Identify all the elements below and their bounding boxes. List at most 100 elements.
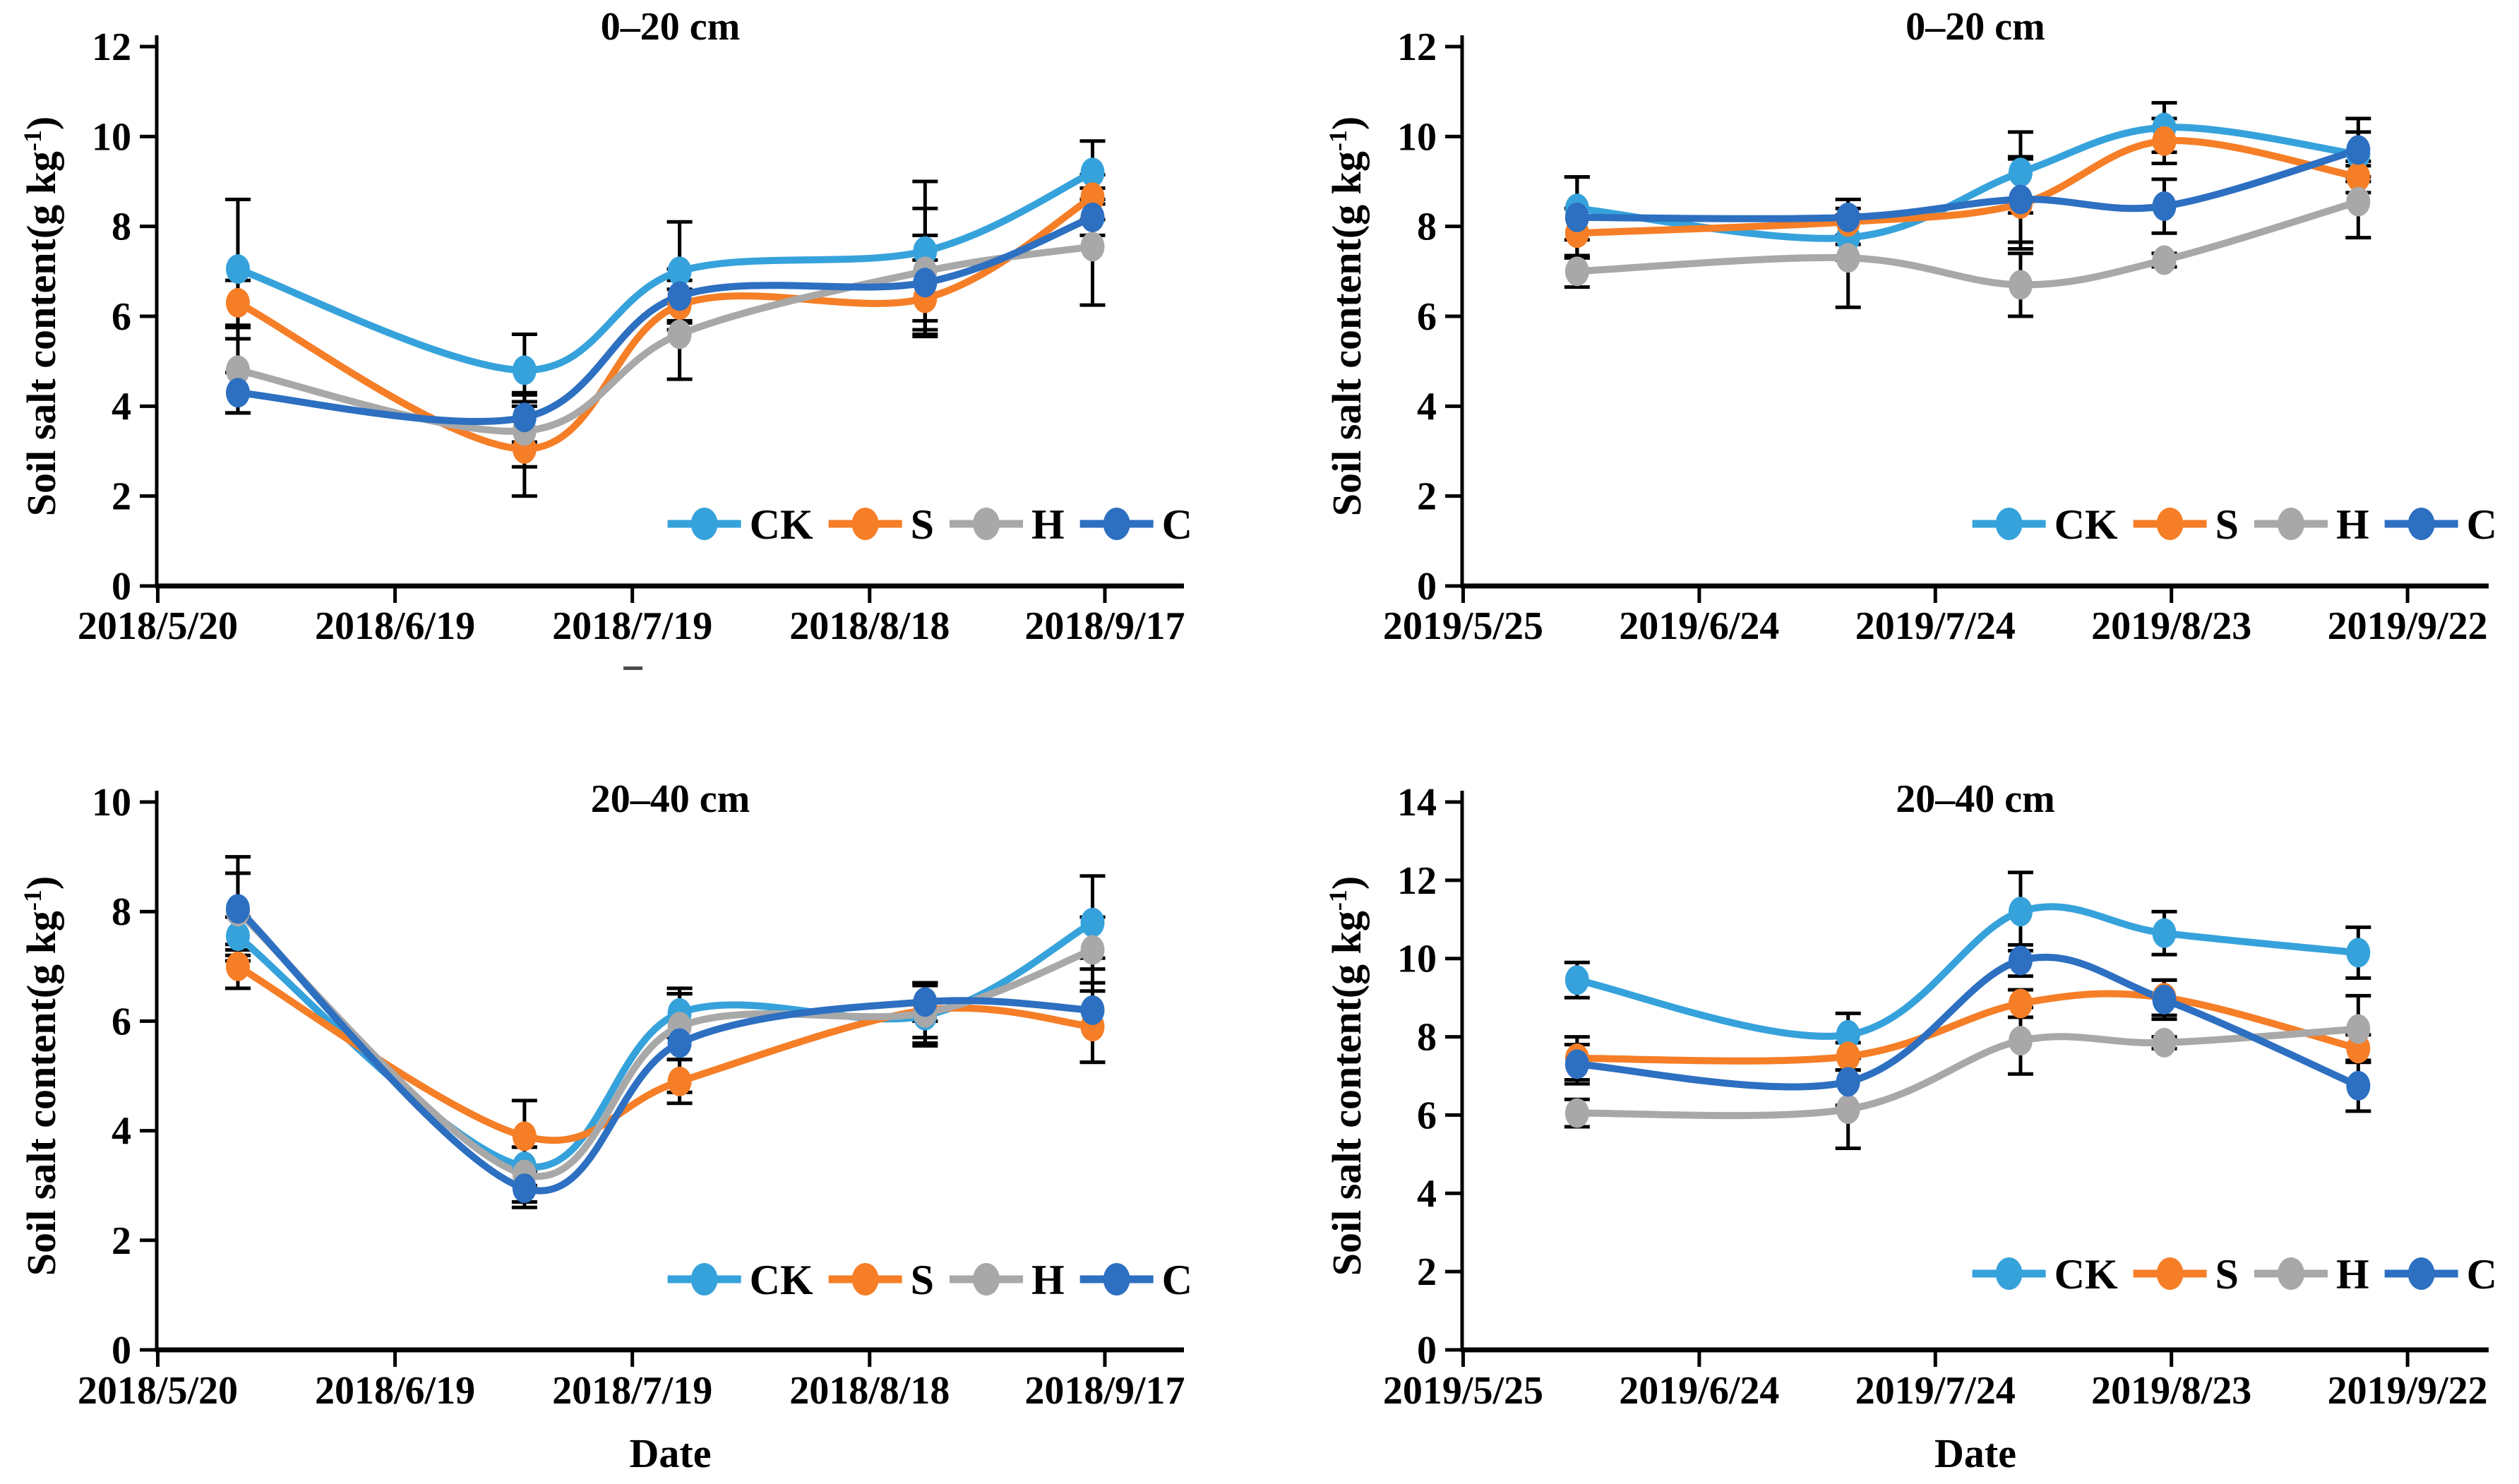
y-axis-title: Soil salt content(g kg-1) [1324, 876, 1370, 1276]
y-tick-label: 12 [1397, 859, 1437, 903]
chart-20-40cm-2018: 20–40 cm 0 2 4 6 8 10 2018/5/20 2018/6/19 2018/7/… [18, 777, 1192, 1476]
legend-marker-S [2156, 508, 2184, 540]
legend-label-H: H [1031, 501, 1065, 548]
legend-item-H: H [950, 501, 1065, 548]
chart-20-40cm-2019: 20–40 cm 0 2 4 6 8 10 12 14 2019/5/25 2019/6/24 201… [1324, 777, 2497, 1476]
data-point-C [225, 894, 250, 924]
x-tick-label: 2018/9/17 [1024, 604, 1185, 648]
data-point-CK [225, 921, 250, 952]
legend: CK S H C [1972, 501, 2497, 548]
data-point-C [2152, 984, 2177, 1015]
series-markers-C [225, 202, 1105, 433]
data-point-C [667, 281, 692, 311]
series-markers-H [1564, 1014, 2371, 1128]
y-tick-label: 6 [1417, 1094, 1437, 1137]
data-point-C [913, 987, 938, 1017]
y-tick-label: 12 [1397, 25, 1437, 69]
data-point-C [667, 1028, 692, 1058]
legend-marker-CK [690, 1263, 718, 1295]
y-tick-label: 2 [1417, 1250, 1437, 1294]
legend-label-C: C [2467, 501, 2497, 548]
data-point-CK [512, 355, 537, 385]
y-axis-title-close: ) [1324, 876, 1370, 890]
y-tick-label: 4 [1417, 1172, 1437, 1216]
legend-item-S: S [2133, 1251, 2239, 1298]
legend: CK S H C [667, 1257, 1192, 1303]
legend-item-S: S [2133, 501, 2239, 548]
x-tick-label: 2019/8/23 [2091, 1369, 2251, 1413]
y-axis-title: Soil salt content(g kg-1) [18, 116, 64, 517]
y-tick-label: 2 [112, 475, 131, 519]
legend-label-S: S [911, 501, 934, 548]
legend-marker-CK [1995, 1257, 2023, 1290]
legend-marker-H [973, 508, 1000, 540]
series-markers-CK [1564, 897, 2371, 1050]
x-tick-label: 2019/5/25 [1383, 604, 1543, 648]
x-tick-label: 2019/9/22 [2328, 604, 2488, 648]
x-tick-label: 2019/8/23 [2091, 604, 2251, 648]
y-axis-title: Soil salt content(g kg-1) [18, 876, 64, 1276]
series-markers-C [1564, 135, 2371, 232]
data-point-S [2008, 988, 2033, 1019]
legend-item-H: H [2254, 501, 2369, 548]
legend-marker-S [851, 1263, 879, 1295]
x-tick-label: 2018/7/19 [552, 604, 712, 648]
y-tick-label: 8 [112, 205, 131, 249]
legend-label-S: S [2215, 1251, 2239, 1298]
legend-marker-C [1103, 1263, 1130, 1295]
data-point-CK [2008, 157, 2033, 188]
data-point-C [512, 1173, 537, 1204]
x-tick-label: 2018/8/18 [789, 1369, 950, 1413]
data-point-CK [225, 254, 250, 285]
legend-item-S: S [828, 501, 934, 548]
series-markers-C [225, 894, 1105, 1204]
legend-label-C: C [1162, 501, 1192, 548]
x-tick-label: 2018/8/18 [789, 604, 950, 648]
y-axis-title-sup: -1 [1324, 130, 1352, 151]
legend-item-CK: CK [667, 501, 813, 548]
data-point-CK [1080, 157, 1105, 188]
legend-item-S: S [828, 1257, 934, 1303]
y-tick-label: 8 [1417, 1016, 1437, 1060]
legend-label-S: S [2215, 501, 2239, 548]
legend-marker-CK [1995, 508, 2023, 540]
legend-label-CK: CK [2054, 501, 2118, 548]
chart-panel-20-40cm-2018: 20–40 cm 0 2 4 6 8 10 2018/5/20 2018/6/19 2018/7/… [0, 741, 1260, 1484]
y-tick-label: 0 [112, 565, 131, 609]
y-tick-label: 2 [1417, 475, 1437, 519]
y-axis-title: Soil salt content(g kg-1) [1324, 116, 1370, 517]
data-point-CK [1836, 1019, 1860, 1050]
data-point-H [1564, 256, 1589, 287]
data-point-C [225, 378, 250, 408]
x-tick-label: 2019/6/24 [1619, 1369, 1779, 1413]
y-axis-title-main: Soil salt content(g kg [18, 911, 64, 1276]
data-point-S [1836, 1041, 1860, 1072]
y-tick-label: 6 [112, 1000, 131, 1043]
chart-panel-0-20cm-2019: 0–20 cm 0 2 4 6 8 10 12 2019/5/25 2019/6/24 2019/7… [1260, 0, 2519, 743]
series-line-H [1573, 1025, 2362, 1120]
legend-label-H: H [2336, 1251, 2369, 1298]
x-tick-label: 2019/7/24 [1855, 604, 2016, 648]
x-tick-label: 2018/9/17 [1024, 1369, 1185, 1413]
chart-panel-20-40cm-2019: 20–40 cm 0 2 4 6 8 10 12 14 2019/5/25 2019/6/24 201… [1260, 741, 2519, 1484]
data-point-H [2346, 186, 2371, 217]
y-axis-title-sup: -1 [18, 890, 47, 911]
legend-label-CK: CK [750, 1257, 813, 1303]
legend-item-C: C [2384, 501, 2497, 548]
y-axis-title-main: Soil salt content(g kg [1324, 911, 1370, 1276]
data-point-H [1836, 1094, 1860, 1125]
data-point-CK [1564, 965, 1589, 995]
x-tick-label: 2019/5/25 [1383, 1369, 1543, 1413]
x-tick-label: 2018/5/20 [78, 604, 238, 648]
y-tick-label: 10 [92, 781, 131, 825]
y-tick-label: 0 [1417, 1329, 1437, 1372]
data-point-C [2152, 191, 2177, 222]
y-tick-label: 10 [1397, 115, 1437, 159]
series-line-S [234, 193, 1096, 453]
data-point-C [2346, 1070, 2371, 1101]
legend-label-C: C [2467, 1251, 2497, 1298]
data-point-H [1080, 935, 1105, 965]
data-point-H [1080, 232, 1105, 262]
data-point-C [1836, 1067, 1860, 1097]
